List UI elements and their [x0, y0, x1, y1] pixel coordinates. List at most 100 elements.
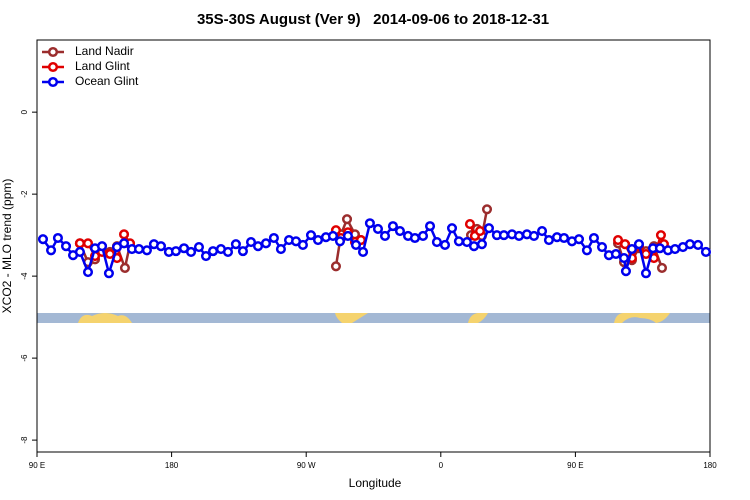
- point: [97, 241, 108, 252]
- point: [330, 261, 342, 272]
- point: [52, 232, 63, 244]
- point: [626, 244, 637, 255]
- point: [684, 239, 696, 250]
- point: [327, 230, 339, 242]
- point: [558, 232, 570, 244]
- point: [350, 239, 362, 251]
- point: [364, 218, 375, 229]
- point: [82, 238, 94, 249]
- point: [260, 238, 272, 249]
- point: [379, 230, 391, 242]
- point: [193, 241, 205, 253]
- point: [468, 241, 480, 252]
- x-axis-label: Longitude: [349, 476, 402, 490]
- legend-marker: [47, 46, 59, 58]
- point: [481, 204, 493, 215]
- point: [655, 230, 666, 241]
- land-mask-land: [468, 313, 488, 323]
- y-tick-label: -6: [20, 354, 29, 362]
- point: [185, 246, 197, 257]
- point: [669, 244, 681, 255]
- point: [74, 246, 85, 257]
- point: [513, 230, 525, 242]
- point: [654, 243, 665, 254]
- point: [222, 246, 234, 257]
- point: [74, 238, 85, 249]
- point: [334, 236, 346, 247]
- x-tick-label: 90 E: [567, 461, 583, 470]
- land-mask-land: [614, 313, 670, 323]
- point: [230, 239, 241, 250]
- x-tick-label: 90 W: [297, 461, 316, 470]
- x-tick-label: 0: [439, 461, 444, 470]
- point: [474, 225, 486, 237]
- point: [119, 262, 130, 273]
- point: [357, 246, 369, 257]
- point: [207, 246, 219, 257]
- point: [588, 232, 599, 244]
- point: [305, 230, 317, 241]
- legend-marker: [47, 61, 59, 73]
- land-mask-land: [78, 313, 132, 323]
- point: [409, 232, 420, 244]
- point: [483, 223, 495, 234]
- point: [596, 241, 608, 253]
- point: [252, 241, 264, 252]
- point: [170, 246, 181, 257]
- point: [476, 239, 487, 250]
- legend-label: Ocean Glint: [75, 74, 139, 88]
- legend-label: Land Glint: [75, 59, 130, 73]
- point: [297, 239, 308, 251]
- land-mask-land: [335, 313, 368, 323]
- point: [237, 246, 248, 257]
- point: [424, 221, 436, 232]
- point: [446, 223, 458, 234]
- point: [37, 234, 49, 245]
- point: [341, 214, 353, 225]
- y-tick-label: -8: [20, 436, 29, 444]
- point: [118, 229, 130, 240]
- point: [417, 230, 429, 242]
- point: [103, 268, 114, 279]
- point: [620, 239, 631, 250]
- point: [387, 221, 398, 232]
- point: [200, 250, 212, 262]
- point: [573, 234, 585, 245]
- point: [268, 232, 279, 244]
- y-tick-label: 0: [20, 109, 29, 114]
- point: [60, 241, 72, 252]
- point: [612, 235, 624, 246]
- point: [141, 245, 152, 256]
- y-tick-label: -2: [20, 190, 29, 198]
- point: [46, 245, 57, 256]
- point: [394, 225, 406, 237]
- point: [528, 230, 540, 242]
- point: [692, 239, 704, 251]
- y-axis-label: XCO2 - MLO trend (ppm): [0, 179, 14, 314]
- chart-title: 35S-30S August (Ver 9) 2014-09-06 to 201…: [197, 11, 549, 28]
- point: [536, 225, 548, 237]
- point: [453, 236, 464, 247]
- plot-frame: [36, 39, 711, 453]
- point: [498, 230, 509, 241]
- point: [275, 244, 286, 255]
- x-tick-label: 180: [703, 461, 717, 470]
- y-tick-label: -4: [20, 272, 29, 280]
- point: [155, 241, 167, 252]
- point: [620, 266, 631, 277]
- point: [581, 245, 592, 256]
- point: [640, 248, 652, 260]
- land-mask-ocean: [37, 313, 710, 323]
- legend-marker: [47, 76, 59, 88]
- point: [700, 246, 712, 257]
- point: [82, 266, 94, 278]
- point: [118, 238, 130, 249]
- point: [342, 230, 353, 242]
- point: [656, 262, 668, 273]
- legend-label: Land Nadir: [75, 44, 134, 58]
- point: [439, 239, 451, 251]
- point: [610, 248, 621, 260]
- point: [640, 268, 652, 279]
- point: [245, 237, 257, 248]
